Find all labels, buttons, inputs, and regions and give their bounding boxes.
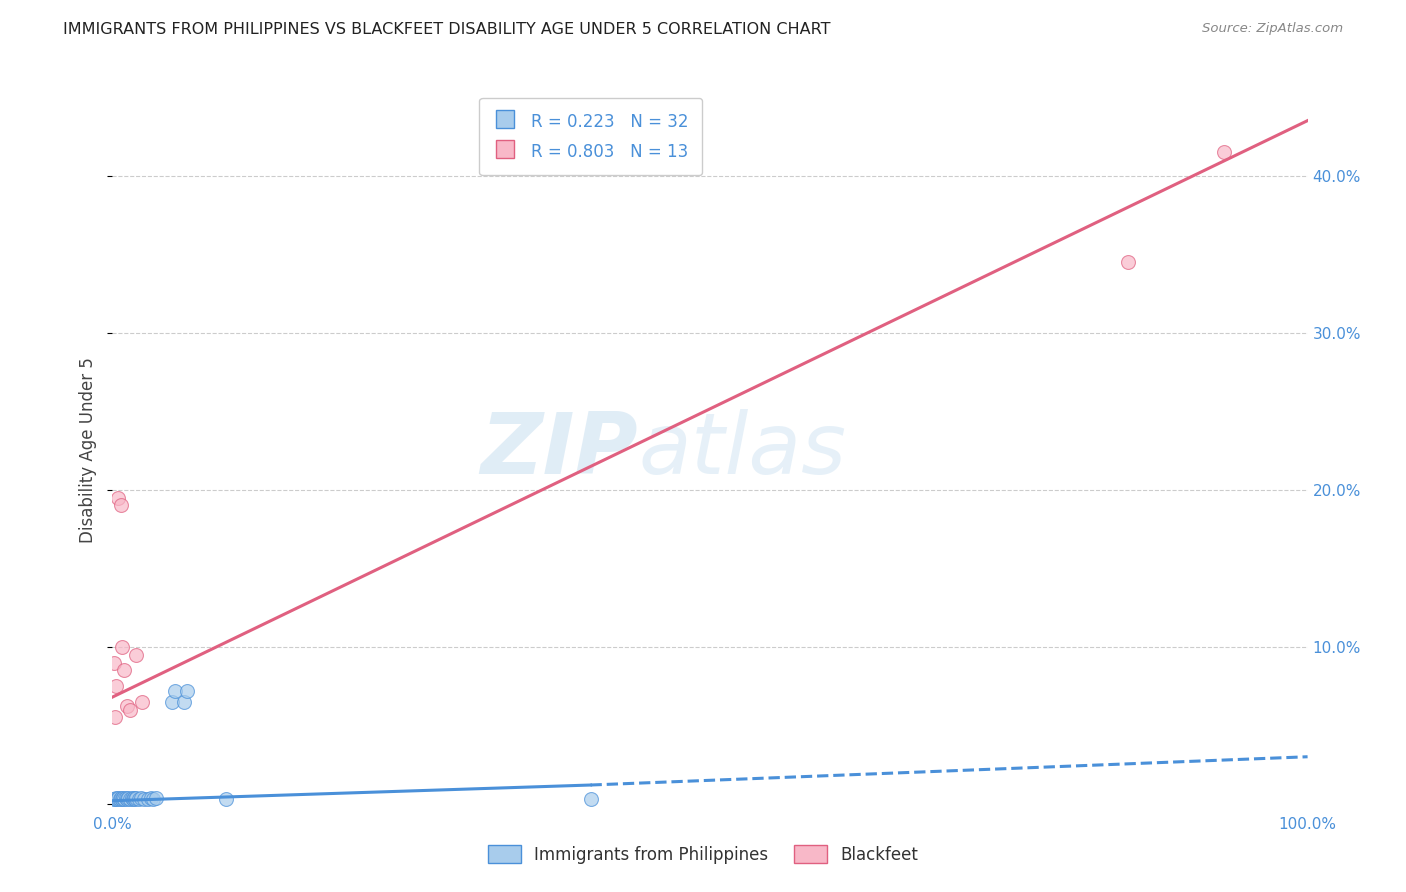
Point bbox=[117, 790, 139, 805]
Point bbox=[108, 792, 131, 806]
Point bbox=[107, 790, 129, 805]
Point bbox=[120, 792, 142, 806]
Point bbox=[120, 703, 142, 717]
Point bbox=[579, 792, 602, 806]
Point bbox=[103, 792, 125, 806]
Point bbox=[139, 790, 162, 805]
Text: Source: ZipAtlas.com: Source: ZipAtlas.com bbox=[1202, 22, 1343, 36]
Text: IMMIGRANTS FROM PHILIPPINES VS BLACKFEET DISABILITY AGE UNDER 5 CORRELATION CHAR: IMMIGRANTS FROM PHILIPPINES VS BLACKFEET… bbox=[63, 22, 831, 37]
Point bbox=[105, 679, 128, 693]
Point bbox=[122, 790, 145, 805]
Text: ZIP: ZIP bbox=[481, 409, 638, 492]
Point bbox=[115, 699, 138, 714]
Legend: R = 0.223   N = 32, R = 0.803   N = 13: R = 0.223 N = 32, R = 0.803 N = 13 bbox=[479, 97, 702, 175]
Point bbox=[145, 790, 167, 805]
Point bbox=[131, 695, 153, 709]
Y-axis label: Disability Age Under 5: Disability Age Under 5 bbox=[79, 358, 97, 543]
Point bbox=[110, 790, 132, 805]
Point bbox=[1118, 255, 1140, 269]
Text: atlas: atlas bbox=[638, 409, 846, 492]
Point bbox=[111, 792, 134, 806]
Point bbox=[176, 683, 198, 698]
Point bbox=[110, 499, 132, 513]
Point bbox=[114, 664, 135, 678]
Point bbox=[138, 792, 160, 806]
Point bbox=[124, 792, 146, 806]
Point bbox=[114, 790, 136, 805]
Point bbox=[162, 695, 183, 709]
Point bbox=[163, 683, 186, 698]
Point bbox=[1213, 145, 1236, 159]
Point bbox=[104, 792, 127, 806]
Point bbox=[132, 792, 155, 806]
Point bbox=[115, 792, 138, 806]
Point bbox=[173, 695, 195, 709]
Point bbox=[215, 792, 238, 806]
Point bbox=[142, 792, 165, 806]
Point bbox=[111, 640, 134, 654]
Point bbox=[129, 790, 152, 805]
Point bbox=[125, 648, 148, 662]
Point bbox=[121, 792, 143, 806]
Point bbox=[114, 792, 135, 806]
Point bbox=[125, 790, 148, 805]
Point bbox=[103, 656, 125, 670]
Point bbox=[104, 710, 127, 724]
Point bbox=[128, 792, 150, 806]
Legend: Immigrants from Philippines, Blackfeet: Immigrants from Philippines, Blackfeet bbox=[481, 838, 925, 871]
Point bbox=[107, 491, 129, 505]
Point bbox=[105, 790, 128, 805]
Point bbox=[121, 790, 143, 805]
Point bbox=[105, 792, 128, 806]
Point bbox=[112, 790, 135, 805]
